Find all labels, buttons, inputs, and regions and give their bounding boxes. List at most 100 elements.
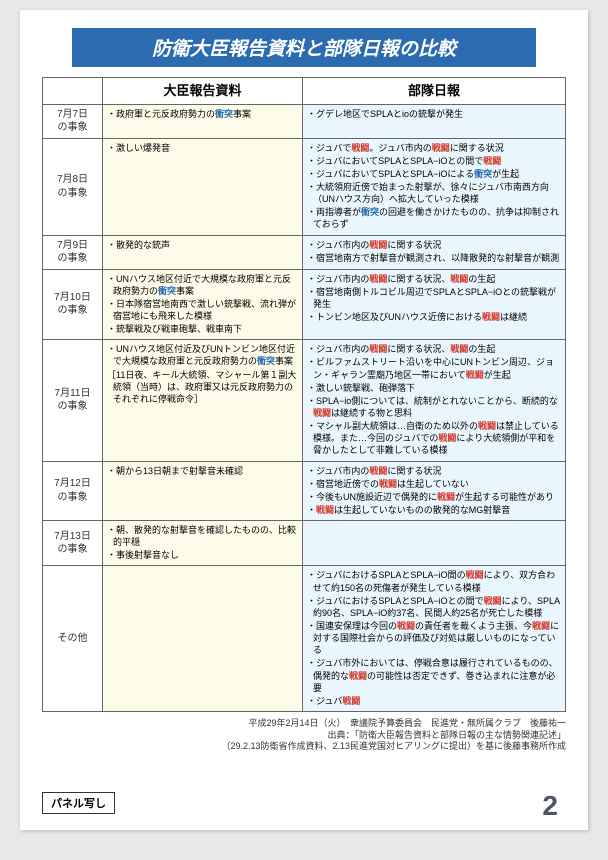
text-segment: ・ジュバにおけるSPLAとSPLA−iO間の	[307, 570, 466, 580]
minister-report-cell: ・朝から13日朝まで射撃音未確認	[103, 461, 303, 521]
text-segment: が生起する可能性があり	[455, 492, 554, 502]
text-segment: ・両指導者が	[307, 207, 361, 217]
text-segment: ・ジュバにおけるSPLAとSPLA−iOとの間で	[307, 596, 484, 606]
cell-line: ・大統領府近傍で始まった射撃が、徐々にジュバ市南西方向（UNハウス方向）へ拡大し…	[307, 181, 561, 205]
text-segment: ・宿営地近傍での	[307, 479, 379, 489]
cell-line: ・戦闘は生起していないものの散発的なMG射撃音	[307, 504, 561, 516]
text-segment: ・散発的な銃声	[107, 240, 170, 250]
cell-line: ・UNハウス地区付近及びUNトンビン地区付近で大規模な政府軍と元反政府勢力の衝突…	[107, 343, 298, 367]
cell-line: ・ジュバ市内の戦闘に関する状況、戦闘の生起	[307, 343, 561, 355]
cell-line: ・ジュバ市内の戦闘に関する状況	[307, 239, 561, 251]
cell-list: ・ジュバで戦闘。ジュバ市内の戦闘に関する状況・ジュバにおいてSPLAとSPLA−…	[307, 142, 561, 231]
highlight-red: 戦闘	[351, 143, 369, 153]
cell-line: ・ジュバ市外においては、停戦合意は履行されているものの、偶発的な戦闘の可能性は否…	[307, 657, 561, 693]
page-title: 防衛大臣報告資料と部隊日報の比較	[72, 28, 536, 67]
text-segment: に関する状況、	[387, 344, 450, 354]
date-cell: 7月13日の事象	[43, 521, 103, 566]
text-segment: ・宿営地南側トルコビル周辺でSPLAとSPLA−iOとの銃撃戦が発生	[307, 287, 556, 309]
highlight-red: 戦闘	[438, 433, 456, 443]
footer-line: （29.2.13防衛省作成資料、2.13民進党国対ヒアリングに提出）を基に後藤事…	[42, 741, 566, 753]
cell-line: ・散発的な銃声	[107, 239, 298, 251]
cell-list: ・ジュバ市内の戦闘に関する状況、戦闘の生起・宿営地南側トルコビル周辺でSPLAと…	[307, 273, 561, 324]
text-segment: は継続	[500, 312, 527, 322]
text-segment: ・ジュバ市内の	[307, 344, 369, 354]
cell-line: ・事後射撃音なし	[107, 549, 298, 561]
text-segment: ・ビルファムストリート沿いを中心にUNトンビン周辺、ジョン・ギャラン霊廟乃地区一…	[307, 357, 554, 379]
text-segment: ・グデレ地区でSPLAとioの銃撃が発生	[307, 109, 463, 119]
cell-line: ・ジュバにおいてSPLAとSPLA−iOとの間で戦闘	[307, 155, 561, 167]
cell-line: ・宿営地南方で射撃音が観測され、以降散発的な射撃音が観測	[307, 252, 561, 264]
cell-line: ・政府軍と元反政府勢力の衝突事案	[107, 108, 298, 120]
cell-line: ・トンビン地区及びUNハウス近傍における戦闘は継続	[307, 311, 561, 323]
header-date	[43, 78, 103, 105]
text-segment: ・政府軍と元反政府勢力の	[107, 109, 215, 119]
text-segment: ・今後もUN施設近辺で偶発的に	[307, 492, 437, 502]
text-segment: ・ジュバで	[307, 143, 351, 153]
text-segment: ・事後射撃音なし	[107, 550, 179, 560]
highlight-red: 戦闘	[532, 621, 550, 631]
text-segment: の生起	[468, 274, 495, 284]
text-segment: ・大統領府近傍で始まった射撃が、徐々にジュバ市南西方向（UNハウス方向）へ拡大し…	[307, 182, 549, 204]
cell-list: ・UNハウス地区付近で大規模な政府軍と元反政府勢力の衝突事案・日本隊宿営地南西で…	[107, 273, 298, 336]
panel-label: パネル写し	[42, 792, 115, 814]
cell-line: ・国連安保理は今回の戦闘の責任者を裁くよう主張、今戦闘に対する国際社会からの評価…	[307, 620, 561, 656]
cell-line: ・宿営地近傍での戦闘は生起していない	[307, 478, 561, 490]
cell-line: ・激しい爆発音	[107, 142, 298, 154]
cell-list: ・朝から13日朝まで射撃音未確認	[107, 465, 298, 477]
text-segment: ・国連安保理は今回の	[307, 621, 397, 631]
cell-line: ・ビルファムストリート沿いを中心にUNトンビン周辺、ジョン・ギャラン霊廟乃地区一…	[307, 356, 561, 380]
cell-list: ・グデレ地区でSPLAとioの銃撃が発生	[307, 108, 561, 120]
highlight-red: 戦闘	[484, 596, 502, 606]
table-row: 7月9日の事象・散発的な銃声 ・ジュバ市内の戦闘に関する状況・宿営地南方で射撃音が…	[43, 235, 566, 269]
cell-list: ・ジュバ市内の戦闘に関する状況、戦闘の生起・ビルファムストリート沿いを中心にUN…	[307, 343, 561, 456]
highlight-blue: 衝突	[257, 356, 275, 366]
table-row: 7月11日の事象・UNハウス地区付近及びUNトンビン地区付近で大規模な政府軍と元…	[43, 340, 566, 461]
cell-line: ・日本隊宿営地南西で激しい銃撃戦、流れ弾が宿営地にも飛来した模様	[107, 298, 298, 322]
highlight-red: 戦闘	[483, 156, 501, 166]
text-segment: に関する状況	[387, 240, 441, 250]
minister-report-cell: ・政府軍と元反政府勢力の衝突事案	[103, 104, 303, 138]
cell-line: ・朝、散発的な射撃音を確認したものの、比較的平穏	[107, 524, 298, 548]
unit-daily-report-cell	[303, 521, 566, 566]
text-segment: に関する状況	[450, 143, 504, 153]
unit-daily-report-cell: ・ジュバにおけるSPLAとSPLA−iO間の戦闘により、双方合わせて約150名の…	[303, 566, 566, 712]
table-row: 7月13日の事象・朝、散発的な射撃音を確認したものの、比較的平穏・事後射撃音なし	[43, 521, 566, 566]
date-cell: 7月7日の事象	[43, 104, 103, 138]
cell-list: ・散発的な銃声	[107, 239, 298, 251]
header-col2: 部隊日報	[303, 78, 566, 105]
page-number: 2	[542, 790, 558, 822]
text-segment: ・朝から13日朝まで射撃音未確認	[107, 466, 243, 476]
cell-list: ・ジュバ市内の戦闘に関する状況・宿営地近傍での戦闘は生起していない・今後もUN施…	[307, 465, 561, 517]
unit-daily-report-cell: ・ジュバ市内の戦闘に関する状況、戦闘の生起・宿営地南側トルコビル周辺でSPLAと…	[303, 269, 566, 340]
table-row: 7月7日の事象・政府軍と元反政府勢力の衝突事案・グデレ地区でSPLAとioの銃撃…	[43, 104, 566, 138]
text-segment: ・銃撃戦及び戦車砲撃、戦車南下	[107, 324, 242, 334]
minister-report-cell: ・UNハウス地区付近及びUNトンビン地区付近で大規模な政府軍と元反政府勢力の衝突…	[103, 340, 303, 461]
cell-line: ・マシャル副大統領は…自衛のため以外の戦闘は禁止している模様。また…今回のジュバ…	[307, 420, 561, 456]
date-cell: 7月9日の事象	[43, 235, 103, 269]
cell-line: ・宿営地南側トルコビル周辺でSPLAとSPLA−iOとの銃撃戦が発生	[307, 286, 561, 310]
date-cell: 7月11日の事象	[43, 340, 103, 461]
cell-list: ・激しい爆発音	[107, 142, 298, 154]
text-segment: が生起	[484, 370, 511, 380]
cell-line: ・SPLA−io側については、統制がとれないことから、断続的な戦闘は継続する物と…	[307, 395, 561, 419]
minister-report-cell: ・朝、散発的な射撃音を確認したものの、比較的平穏・事後射撃音なし	[103, 521, 303, 566]
text-segment: ・日本隊宿営地南西で激しい銃撃戦、流れ弾が宿営地にも飛来した模様	[107, 299, 296, 321]
highlight-red: 戦闘	[369, 344, 387, 354]
cell-list: ・政府軍と元反政府勢力の衝突事案	[107, 108, 298, 120]
text-segment: ・ジュバ市内の	[307, 466, 369, 476]
date-cell: 7月12日の事象	[43, 461, 103, 521]
comparison-table: 大臣報告資料 部隊日報 7月7日の事象・政府軍と元反政府勢力の衝突事案・グデレ地…	[42, 77, 566, 712]
text-segment: ・ジュバにおいてSPLAとSPLA−iOによる	[307, 169, 474, 179]
cell-list: ・朝、散発的な射撃音を確認したものの、比較的平穏・事後射撃音なし	[107, 524, 298, 561]
text-segment: は生起していないものの散発的なMG射撃音	[334, 505, 510, 515]
highlight-red: 戦闘	[313, 408, 331, 418]
highlight-red: 戦闘	[450, 274, 468, 284]
minister-report-cell: ・UNハウス地区付近で大規模な政府軍と元反政府勢力の衝突事案・日本隊宿営地南西で…	[103, 269, 303, 340]
minister-report-cell: ・散発的な銃声	[103, 235, 303, 269]
minister-report-cell: ・激しい爆発音	[103, 138, 303, 235]
text-segment: の生起	[468, 344, 495, 354]
highlight-blue: 衝突	[474, 169, 492, 179]
text-segment: ・UNハウス地区付近で大規模な政府軍と元反政府勢力の	[107, 274, 291, 296]
text-segment: ・宿営地南方で射撃音が観測され、以降散発的な射撃音が観測	[307, 253, 559, 263]
text-segment: ・ジュバ	[307, 696, 342, 706]
